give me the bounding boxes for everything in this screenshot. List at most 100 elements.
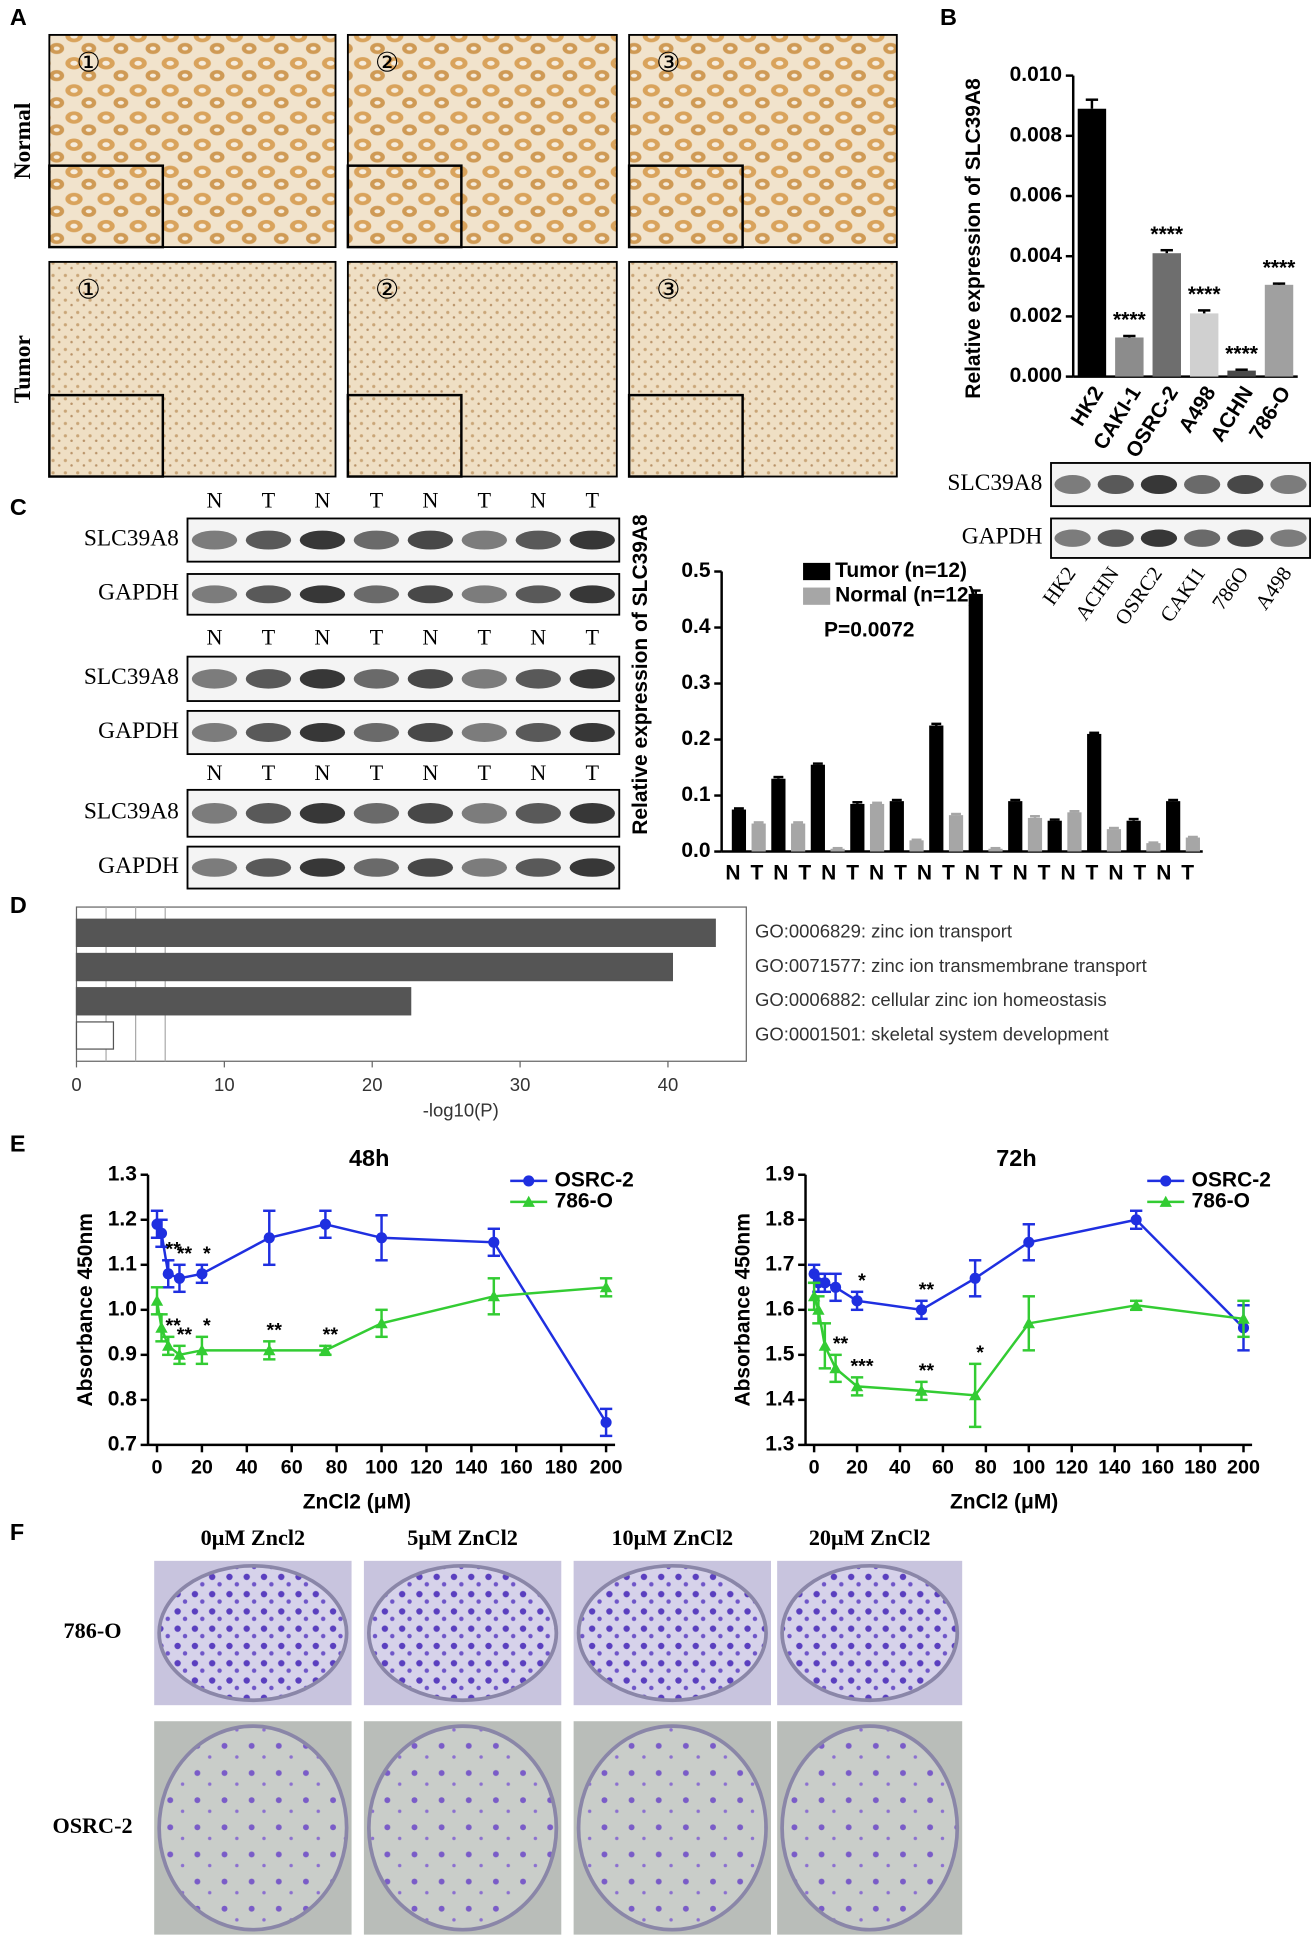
band xyxy=(245,669,292,689)
band xyxy=(1097,475,1134,495)
y-tick-label: 0.1 xyxy=(681,783,710,806)
band xyxy=(569,802,615,824)
dish xyxy=(366,1724,559,1932)
marker xyxy=(162,1339,175,1351)
marker xyxy=(829,1362,842,1374)
x-tick-labels: NTNTNTNTNTNTNTNTNTNT xyxy=(725,861,1194,884)
image-label: ③ xyxy=(656,47,680,78)
marker xyxy=(173,1348,186,1360)
y-tick-label: 0.002 xyxy=(1010,304,1062,327)
marker xyxy=(1160,1175,1172,1187)
legend-swatch xyxy=(803,587,831,605)
band xyxy=(461,858,508,877)
lane-label: T xyxy=(370,760,384,785)
bar xyxy=(1152,253,1181,377)
y-tick-label: 0.006 xyxy=(1010,184,1062,207)
band xyxy=(299,723,346,743)
y-tick-label: 1.6 xyxy=(765,1297,794,1320)
y-tick-label: 0.2 xyxy=(681,727,710,750)
lane-label: N xyxy=(530,760,546,785)
y-tick-label: 0.0 xyxy=(681,839,710,862)
lane-label: T xyxy=(585,624,599,649)
x-tick-label: 180 xyxy=(545,1457,578,1479)
marker xyxy=(155,1227,168,1239)
lane-label: T xyxy=(262,624,276,649)
band xyxy=(515,858,561,877)
band xyxy=(353,858,400,877)
x-tick-label: 60 xyxy=(281,1457,303,1479)
band xyxy=(461,669,508,689)
band xyxy=(407,585,454,604)
micrograph xyxy=(628,33,898,249)
bar xyxy=(1047,820,1062,852)
marker xyxy=(1129,1299,1143,1311)
band xyxy=(191,530,238,550)
lane-label: N xyxy=(530,488,546,513)
micrograph xyxy=(628,260,898,478)
lane-label: T xyxy=(585,760,599,785)
x-tick-label: 30 xyxy=(510,1074,531,1095)
band xyxy=(1054,529,1091,547)
legend-swatch xyxy=(803,562,831,581)
marker xyxy=(818,1339,832,1351)
band xyxy=(461,802,508,824)
marker xyxy=(150,1294,164,1306)
marker xyxy=(375,1317,388,1329)
marker xyxy=(830,1281,842,1293)
y-tick-label: 1.7 xyxy=(765,1252,794,1275)
band xyxy=(191,723,238,743)
bar xyxy=(1189,313,1219,377)
significance: ** xyxy=(919,1279,935,1301)
lane-label: N xyxy=(206,624,222,649)
significance: ** xyxy=(267,1320,283,1342)
x-tick-label: 20 xyxy=(191,1457,213,1479)
marker xyxy=(162,1268,174,1280)
y-axis-label: Relative expression of SLC39A8 xyxy=(629,514,652,835)
marker xyxy=(523,1175,535,1187)
inset xyxy=(627,393,744,478)
inset xyxy=(48,393,165,478)
column-label: 20μM ZnCl2 xyxy=(809,1525,931,1550)
bar xyxy=(771,778,786,852)
panel-letter: D xyxy=(10,892,27,918)
band xyxy=(515,669,561,689)
band xyxy=(353,802,400,824)
legend-label: Normal (n=12) xyxy=(835,584,975,607)
y-tick-label: 0.000 xyxy=(1010,364,1062,387)
y-tick-label: 0.008 xyxy=(1010,123,1063,146)
lane-label: N xyxy=(314,624,330,649)
significance: ** xyxy=(323,1324,339,1346)
dish xyxy=(157,1724,349,1932)
lane-label: CAKI1 xyxy=(1155,562,1210,626)
column-label: 5μM ZnCl2 xyxy=(407,1525,518,1550)
y-tick-label: 0.010 xyxy=(1010,63,1062,86)
inset xyxy=(627,164,744,249)
band xyxy=(569,723,615,743)
image-label: ③ xyxy=(656,274,680,305)
band xyxy=(191,802,238,824)
x-tick-label: 180 xyxy=(1184,1457,1217,1479)
lane-label: T xyxy=(585,488,599,513)
bar xyxy=(75,1021,115,1050)
bar xyxy=(1067,812,1082,852)
bar xyxy=(948,815,964,852)
blot-label: GAPDH xyxy=(98,853,179,879)
bar xyxy=(1166,801,1181,852)
x-tick-label: 60 xyxy=(932,1457,954,1479)
marker xyxy=(488,1236,500,1248)
x-tick-label: 40 xyxy=(236,1457,258,1479)
bar xyxy=(830,848,845,852)
marker xyxy=(1159,1195,1172,1207)
band xyxy=(191,669,238,689)
panel-letter: E xyxy=(10,1130,26,1156)
band xyxy=(245,530,292,550)
bar xyxy=(75,987,412,1016)
marker xyxy=(819,1277,831,1289)
band xyxy=(1227,475,1264,495)
legend-label: 786-O xyxy=(555,1189,613,1212)
marker xyxy=(487,1290,500,1302)
band xyxy=(569,858,615,877)
significance: ** xyxy=(833,1333,849,1355)
marker xyxy=(850,1380,864,1392)
